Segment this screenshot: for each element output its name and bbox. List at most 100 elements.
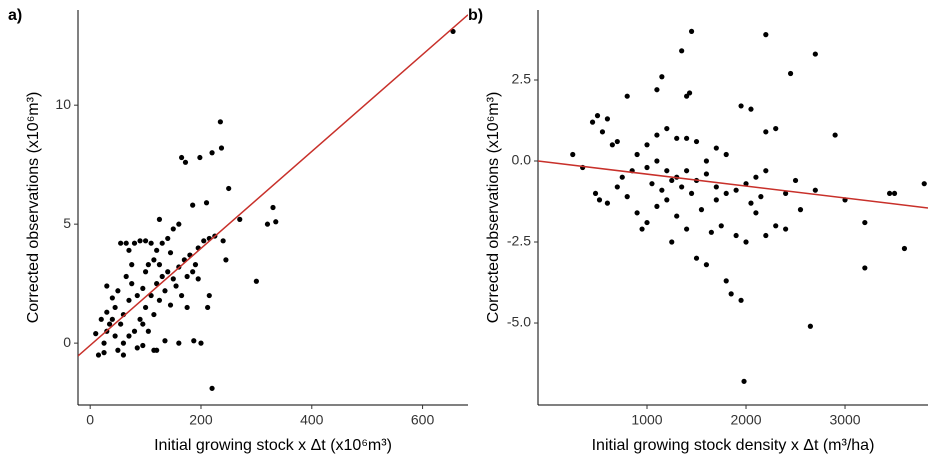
fit-line: [78, 14, 468, 357]
point: [120, 340, 127, 346]
point: [723, 151, 729, 158]
point: [123, 240, 129, 246]
point: [718, 223, 724, 229]
point: [748, 200, 754, 206]
point: [450, 28, 456, 35]
point: [886, 190, 893, 197]
point: [644, 142, 650, 148]
point: [748, 106, 754, 112]
point: [862, 265, 868, 271]
point: [206, 292, 212, 299]
point: [807, 323, 813, 329]
point: [131, 328, 138, 334]
point: [783, 226, 789, 232]
point: [140, 342, 146, 349]
point: [203, 200, 210, 206]
point: [109, 316, 115, 322]
point: [123, 273, 129, 280]
point: [190, 202, 196, 208]
point: [237, 216, 243, 222]
point: [129, 281, 135, 287]
point: [176, 221, 182, 227]
point: [570, 151, 576, 158]
y-axis-title: Corrected observations (x10⁶m³): [25, 92, 42, 324]
point: [165, 269, 171, 275]
point: [176, 340, 182, 346]
point: [703, 262, 710, 268]
point: [684, 226, 690, 232]
point: [684, 135, 690, 141]
point: [589, 119, 596, 125]
point: [792, 177, 799, 184]
point: [151, 257, 157, 263]
point: [698, 207, 705, 213]
point: [126, 333, 132, 339]
point: [624, 93, 630, 99]
point: [198, 340, 204, 346]
point: [599, 129, 606, 135]
y-tick-label: 0.0: [512, 152, 532, 168]
point: [273, 219, 279, 225]
point: [654, 158, 660, 164]
point: [669, 177, 675, 184]
point: [148, 292, 154, 299]
x-tick-label: 2000: [730, 412, 761, 428]
panel-label: a): [8, 7, 22, 24]
point: [733, 187, 739, 193]
point: [156, 216, 163, 222]
point: [154, 347, 160, 353]
point: [812, 51, 818, 57]
point: [145, 328, 151, 334]
point: [862, 219, 868, 226]
panel-label: b): [468, 7, 483, 24]
point: [891, 190, 898, 197]
point: [182, 159, 189, 165]
point: [197, 154, 203, 161]
y-tick-label: -5.0: [507, 314, 531, 330]
point: [654, 132, 660, 138]
point: [201, 238, 207, 244]
point: [753, 174, 759, 180]
x-tick-label: 0: [86, 412, 94, 428]
point: [173, 283, 179, 289]
point: [209, 385, 215, 391]
point: [226, 185, 232, 192]
point: [98, 316, 104, 322]
x-tick-label: 400: [300, 412, 324, 428]
point: [192, 262, 199, 268]
point: [654, 87, 660, 93]
point: [763, 32, 769, 38]
point: [639, 226, 645, 232]
point: [115, 347, 121, 353]
x-tick-label: 200: [189, 412, 213, 428]
point: [209, 150, 215, 156]
point: [190, 269, 196, 275]
point: [170, 226, 176, 232]
point: [126, 297, 132, 303]
point: [684, 168, 690, 174]
point: [713, 184, 719, 190]
point: [644, 164, 650, 171]
point: [217, 119, 223, 125]
point: [115, 288, 121, 294]
point: [693, 255, 700, 261]
point: [137, 316, 143, 322]
point: [674, 213, 680, 219]
point: [594, 113, 601, 119]
point: [165, 235, 171, 242]
point: [604, 116, 611, 122]
point: [220, 238, 226, 244]
point: [140, 285, 146, 292]
point: [679, 48, 685, 54]
point: [159, 240, 165, 246]
point: [693, 138, 700, 145]
y-tick-label: -2.5: [507, 233, 531, 249]
point: [159, 273, 165, 280]
point: [614, 184, 620, 190]
point: [679, 184, 685, 190]
point: [832, 132, 838, 138]
x-tick-label: 3000: [829, 412, 860, 428]
point: [713, 145, 719, 151]
point: [733, 232, 739, 239]
point: [162, 288, 168, 294]
